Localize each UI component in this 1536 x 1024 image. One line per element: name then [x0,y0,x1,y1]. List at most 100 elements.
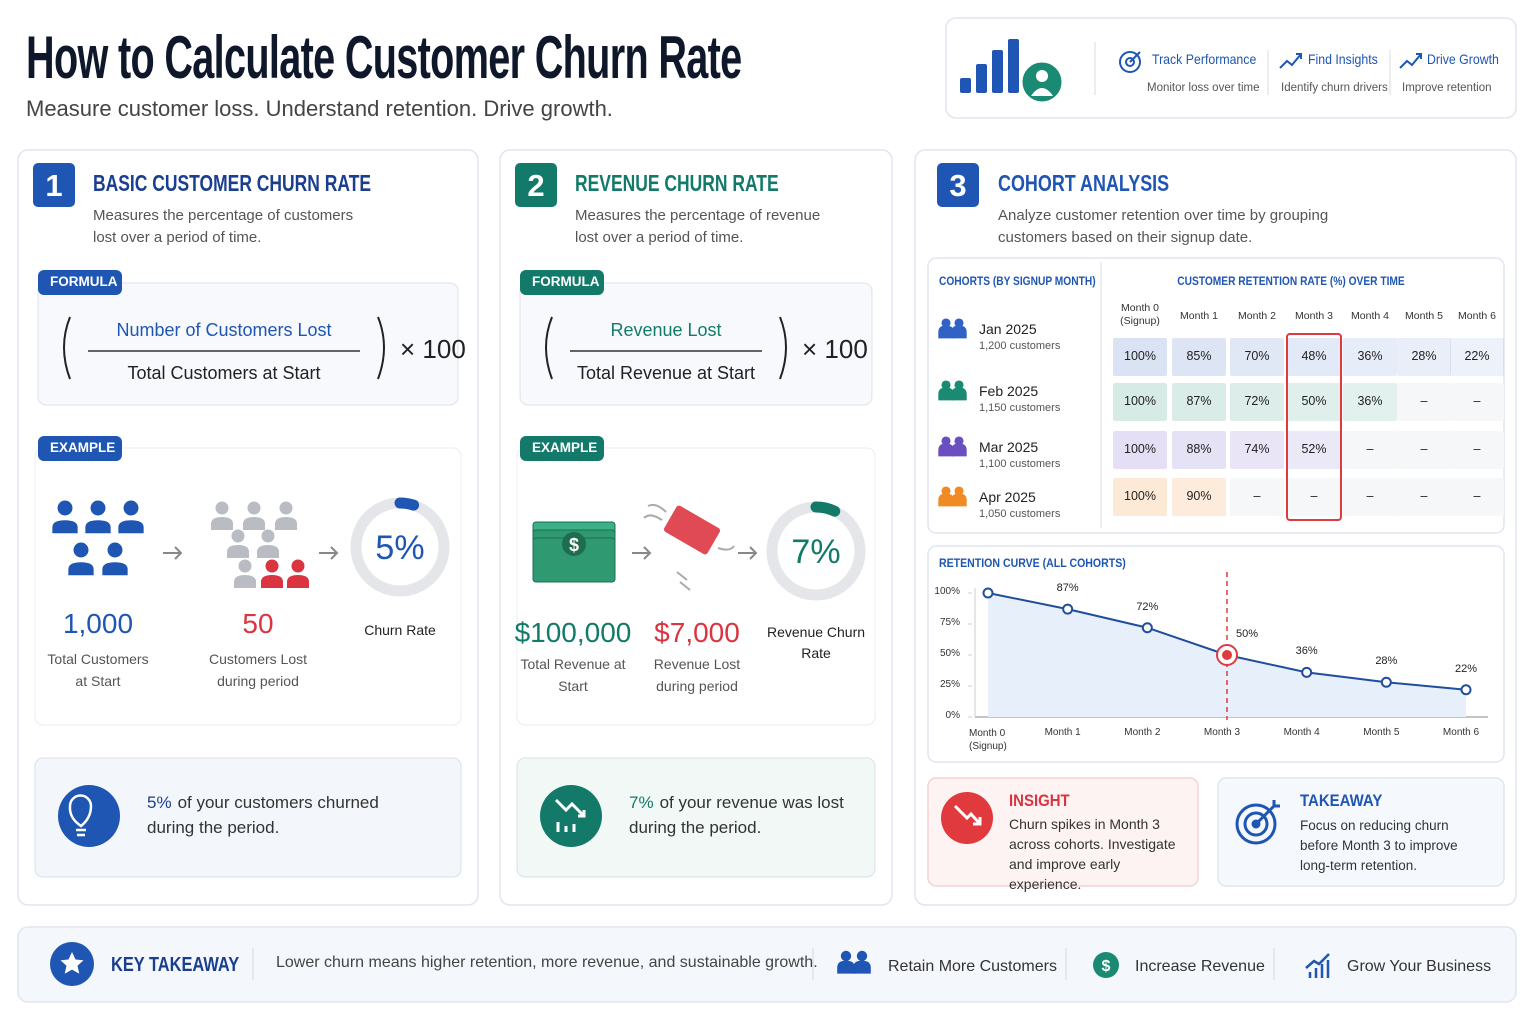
point [982,587,994,599]
cohort-cell [1397,338,1451,376]
value-label: 22% [1454,662,1478,675]
cohort-cell [1172,383,1226,421]
y-tick-label: 0% [945,710,960,721]
y-tick-label: 50% [939,648,960,659]
cohort-value: – [1420,442,1428,456]
section-title: COHORT ANALYSIS [998,170,1170,196]
cohort-value: 74% [1244,442,1270,456]
lost-value: $7,000 [654,617,740,648]
nav-title: Track Performance [1152,51,1257,67]
cohort-cell [1113,431,1167,469]
logo-bar [992,50,1003,93]
person-head [57,500,73,516]
nav-text: Monitor loss over time [1147,82,1260,94]
dollar-circle [1093,952,1119,978]
cohort-cell [1343,478,1397,516]
takeaway-title: TAKEAWAY [1300,791,1383,810]
target-ring [1243,811,1269,837]
cohort-cell [1113,338,1167,376]
footer-item: Grow Your Business [1347,958,1492,975]
person-head [954,380,964,390]
takeaway-icon [1235,800,1280,845]
x-tick-label: Month 5 [1363,727,1400,738]
cohort-cell [1230,478,1284,516]
person-body [257,545,279,558]
section-number: 1 [45,168,63,203]
cohort-size: 1,200 customers [979,340,1061,352]
person-body [951,493,967,507]
cohort-cell [1450,383,1504,421]
cohort-value: 48% [1301,349,1327,363]
insight-icon [1279,53,1302,69]
person-body [853,960,871,974]
lost-value: 50 [242,608,274,639]
cohort-value: – [1420,489,1428,503]
bulb [68,794,93,837]
section-description: Measures the percentage of revenue lost … [575,207,821,246]
person-body [243,517,265,530]
bill-dollar: $ [569,535,579,555]
lost-label: Revenue Lost during period [653,656,741,694]
person-head [840,950,852,962]
bill-coin [562,532,586,556]
person-body [938,443,954,457]
nav-text: Improve retention [1402,82,1492,94]
note-icon [540,785,602,847]
target-ring [1235,803,1277,845]
cohort-value: – [1253,489,1261,503]
point [1460,684,1472,696]
arrow [163,546,183,560]
cohort-value: 100% [1124,349,1156,363]
target-icon [1125,57,1135,67]
cohort-cell [1172,431,1226,469]
insight-box [927,777,1199,887]
person-body [951,387,967,401]
person-body [102,562,128,576]
point [1380,676,1392,688]
paren [545,316,553,380]
target-icon [1129,51,1141,63]
cohort-value: – [1420,394,1428,408]
cohort-value: 100% [1124,442,1156,456]
month-header: Month 2 [1238,310,1276,322]
cohort-cell [1113,383,1167,421]
person-body [938,325,954,339]
cohort-name: Jan 2025 [979,321,1037,337]
insight-icon [941,792,993,844]
person-body [211,517,233,530]
y-tick-label: 75% [939,617,960,628]
value-label: 36% [1295,645,1318,658]
dividers [252,42,1391,980]
footer-item: Increase Revenue [1135,958,1265,975]
note-highlight: 5% [147,793,172,812]
y-tick-label: 25% [939,679,960,690]
month-header: Month 6 [1458,310,1496,322]
cohort-cell [1397,431,1451,469]
grow-icon [1305,953,1330,978]
label-pill [38,436,122,461]
arrow [319,546,339,560]
cohort-value: – [1473,442,1481,456]
person-head [261,529,275,543]
point [1062,603,1074,615]
person-head [215,501,229,515]
point [1141,622,1153,634]
nav-title: Drive Growth [1427,51,1499,67]
cohort-size: 1,150 customers [979,402,1061,414]
x-tick-label: Month 6 [1442,727,1480,738]
person-head [954,486,964,496]
down-arrow [953,804,982,826]
cohort-cell [1230,431,1284,469]
person-head [73,542,89,558]
x-tick-label: Month 0 (Signup) [969,728,1007,752]
cohort-size: 1,100 customers [979,458,1061,470]
person-body [951,443,967,457]
x-tick-label: Month 1 [1044,727,1081,738]
cohort-value: 52% [1301,442,1327,456]
cohort-badge [937,163,979,207]
footer-icons [50,942,1330,986]
person-body [227,545,249,558]
paren [63,316,71,380]
takeaway-box [1217,777,1505,887]
